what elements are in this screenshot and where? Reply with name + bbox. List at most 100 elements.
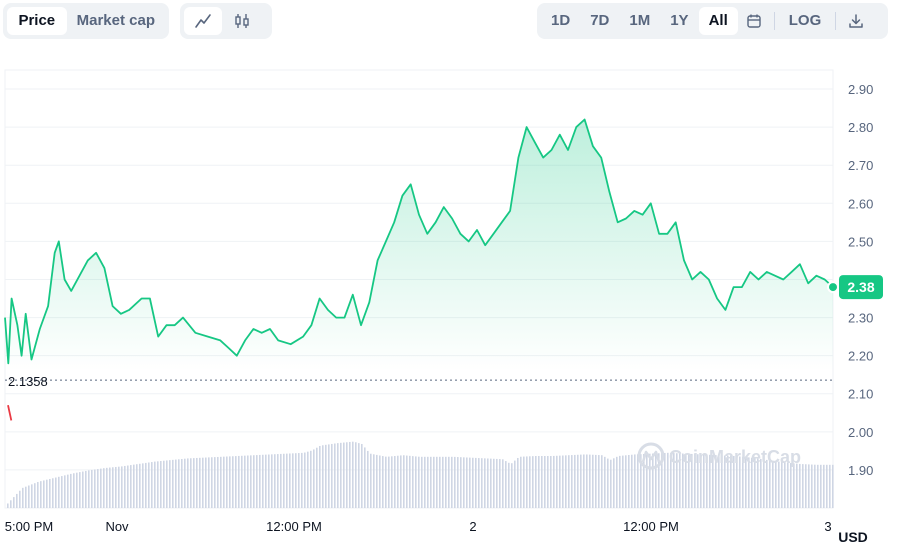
y-tick-label: 2.30 (848, 311, 873, 326)
volume-bar (283, 453, 285, 508)
volume-bar (568, 455, 570, 508)
range-all-button[interactable]: All (698, 7, 738, 35)
volume-bar (187, 458, 189, 508)
volume-bar (13, 497, 15, 508)
current-price-badge (839, 275, 883, 300)
volume-bar (691, 453, 693, 508)
volume-bar (760, 459, 762, 508)
range-7d-button[interactable]: 7D (590, 12, 610, 29)
volume-bar (376, 454, 378, 508)
volume-bar (616, 456, 618, 508)
range-1m-button[interactable]: 1M (629, 12, 651, 29)
volume-bar (7, 503, 9, 508)
volume-bar (76, 472, 78, 508)
volume-bar (403, 455, 405, 508)
volume-bar (583, 454, 585, 508)
volume-bar (55, 477, 57, 508)
volume-bar (580, 454, 582, 508)
reference-price-label: 2.1358 (8, 374, 48, 389)
volume-bar (565, 455, 567, 508)
volume-bar (223, 456, 225, 508)
volume-bar (718, 455, 720, 508)
volume-bar (112, 467, 114, 508)
volume-bar (742, 456, 744, 508)
volume-bar (343, 442, 345, 508)
range-1y-button[interactable]: 1Y (670, 12, 689, 29)
download-button[interactable] (840, 7, 872, 35)
volume-bar (514, 460, 516, 508)
volume-bar (613, 458, 615, 508)
volume-bar (157, 461, 159, 508)
volume-bar (28, 485, 30, 508)
volume-bar (169, 460, 171, 508)
volume-bar (577, 454, 579, 508)
volume-bar (154, 461, 156, 508)
volume-bar (427, 456, 429, 508)
tab-market-cap[interactable]: Market cap (76, 12, 155, 29)
range-1d-button[interactable]: 1D (551, 12, 571, 29)
tab-price[interactable]: Price (7, 7, 67, 35)
volume-bar (418, 456, 420, 508)
volume-bar (34, 483, 36, 508)
volume-bar (280, 453, 282, 508)
range-toolbar: 1D 7D 1M 1Y All LOG (537, 3, 888, 39)
volume-bar (784, 462, 786, 508)
volume-bar (205, 457, 207, 508)
volume-bar (484, 458, 486, 508)
volume-bar (790, 463, 792, 508)
volume-bar (127, 465, 129, 508)
volume-bar (208, 457, 210, 508)
volume-bar (724, 455, 726, 508)
volume-bar (340, 442, 342, 508)
volume-bar (70, 473, 72, 508)
volume-bar (829, 464, 831, 508)
volume-bar (586, 454, 588, 508)
candlestick-button[interactable] (222, 7, 262, 35)
volume-bar (628, 455, 630, 508)
volume-bar (814, 464, 816, 508)
volume-bar (712, 454, 714, 508)
volume-bar (181, 458, 183, 508)
volume-bar (769, 460, 771, 508)
volume-bar (811, 464, 813, 508)
volume-bar (253, 455, 255, 508)
volume-bar (256, 455, 258, 508)
volume-bar (355, 442, 357, 508)
volume-bar (79, 472, 81, 508)
volume-bar (757, 458, 759, 508)
volume-bar (358, 443, 360, 508)
volume-bar (610, 459, 612, 508)
volume-bar (451, 456, 453, 508)
calendar-button[interactable] (738, 7, 770, 35)
line-chart-button[interactable] (184, 7, 222, 35)
volume-bar (43, 480, 45, 508)
volume-bar (118, 466, 120, 508)
volume-bar (115, 466, 117, 508)
volume-bar (775, 461, 777, 508)
volume-bar (217, 456, 219, 508)
volume-bar (634, 454, 636, 508)
volume-bars (7, 441, 834, 508)
volume-bar (508, 462, 510, 508)
price-area (5, 119, 833, 371)
log-scale-button[interactable]: LOG (788, 12, 822, 29)
volume-bar (643, 453, 645, 508)
volume-bar (262, 454, 264, 508)
volume-bar (172, 459, 174, 508)
x-axis: 5:00 PM Nov 12:00 PM 2 12:00 PM 3 (5, 519, 832, 534)
volume-bar (25, 486, 27, 508)
volume-bar (649, 453, 651, 508)
volume-bar (739, 456, 741, 508)
volume-bar (307, 451, 309, 508)
volume-bar (511, 463, 513, 508)
x-tick-label: 12:00 PM (623, 519, 679, 534)
volume-bar (487, 458, 489, 508)
volume-bar (37, 482, 39, 508)
x-tick-label: Nov (105, 519, 129, 534)
y-tick-label: 2.80 (848, 120, 873, 135)
volume-bar (598, 455, 600, 508)
volume-bar (637, 454, 639, 508)
volume-bar (529, 456, 531, 508)
volume-bar (382, 456, 384, 508)
